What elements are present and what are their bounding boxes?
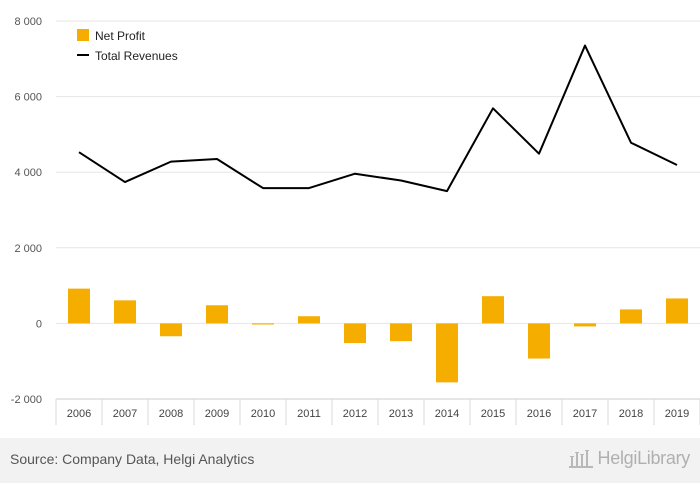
y-tick-label: 2 000 (14, 243, 42, 255)
x-tick-label: 2016 (527, 408, 551, 420)
total-revenues-line (78, 44, 678, 193)
source-text: Source: Company Data, Helgi Analytics (10, 451, 255, 467)
net-profit-bar (666, 298, 688, 324)
library-icon (568, 450, 593, 468)
legend-label-net-profit: Net Profit (95, 29, 146, 43)
legend-swatch-net-profit (77, 29, 89, 41)
net-profit-bar (390, 323, 412, 342)
line-layer (78, 44, 678, 193)
x-tick-label: 2008 (159, 408, 183, 420)
x-tick-label: 2009 (205, 408, 229, 420)
x-tick-label: 2017 (573, 408, 597, 420)
x-tick-label: 2007 (113, 408, 137, 420)
grid-layer (56, 20, 700, 400)
y-tick-label: 8 000 (14, 16, 42, 28)
x-tick-label: 2018 (619, 408, 643, 420)
legend-layer: Net Profit Total Revenues (77, 29, 178, 63)
x-tick-label: 2015 (481, 408, 505, 420)
y-tick-label: 4 000 (14, 167, 42, 179)
net-profit-bar (344, 323, 366, 344)
net-profit-bar (160, 323, 182, 337)
net-profit-bar (620, 309, 642, 324)
x-tick-label: 2010 (251, 408, 275, 420)
x-tick-label: 2014 (435, 408, 459, 420)
net-profit-bar (298, 316, 320, 324)
x-tick-label: 2012 (343, 408, 367, 420)
net-profit-bar (436, 323, 458, 383)
net-profit-bar (206, 305, 228, 324)
bars-layer (68, 288, 688, 383)
x-tick-label: 2011 (297, 408, 321, 420)
y-tick-label: 0 (36, 318, 42, 330)
helgi-library-logo[interactable]: HelgiLibrary (568, 447, 690, 469)
net-profit-bar (252, 323, 274, 325)
net-profit-bar (482, 296, 504, 324)
legend-label-total-revenues: Total Revenues (95, 49, 178, 63)
net-profit-bar (114, 300, 136, 324)
net-profit-bar (528, 323, 550, 359)
chart-svg: -2 000 0 2 000 4 000 6 000 8 000 2006 2007 2008 2… (11, 16, 700, 425)
y-tick-label: -2 000 (11, 394, 42, 406)
x-tick-label: 2006 (67, 408, 91, 420)
axis-layer: -2 000 0 2 000 4 000 6 000 8 000 2006 2007 2008 2… (11, 16, 700, 425)
footer-bar (0, 438, 700, 483)
x-tick-label: 2019 (665, 408, 689, 420)
net-profit-bar (68, 288, 90, 324)
logo-text: HelgiLibrary (597, 447, 691, 468)
x-tick-label: 2013 (389, 408, 413, 420)
y-tick-label: 6 000 (14, 92, 42, 104)
net-profit-bar (574, 323, 596, 327)
